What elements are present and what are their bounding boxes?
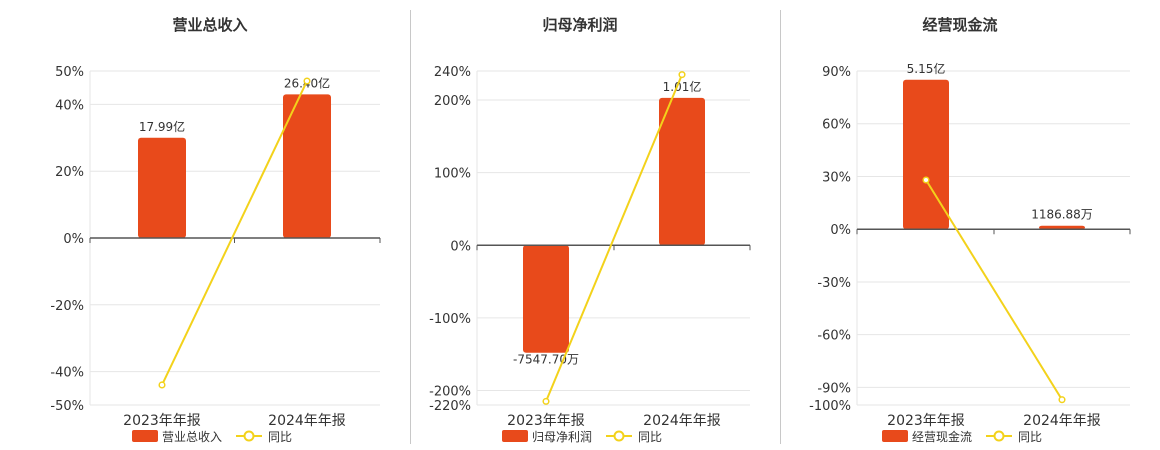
chart3-bar-label-1: 5.15亿 <box>907 61 946 76</box>
chart3-legend-line-marker <box>993 430 1005 442</box>
chart2-ytick-label: 0% <box>450 239 471 254</box>
chart2-legend-bar-swatch <box>502 430 528 442</box>
panel-divider-2 <box>780 10 781 444</box>
chart1-title: 营业总收入 <box>172 16 247 34</box>
chart3-legend-line-label: 同比 <box>1018 430 1042 444</box>
chart3-ytick-label: -100% <box>809 399 851 414</box>
chart3-yoy-point-1 <box>922 176 930 184</box>
chart2-legend-bar-label: 归母净利润 <box>532 430 592 444</box>
chart1-yoy-point-2 <box>303 77 311 85</box>
chart3-ytick-label: -30% <box>817 276 851 291</box>
chart3-bar-1 <box>903 79 949 230</box>
chart2-yoy-point-2 <box>678 71 686 79</box>
chart2-yoy-line <box>545 74 683 402</box>
chart3-legend-bar-swatch <box>882 430 908 442</box>
chart2-bar-label-2: 1.01亿 <box>663 79 702 94</box>
chart1-bar-label-1: 17.99亿 <box>139 119 185 134</box>
chart1-ytick-label: -50% <box>50 399 84 414</box>
chart1-legend-bar-swatch <box>132 430 158 442</box>
chart2-bar-2 <box>659 97 705 246</box>
chart3-category-label-2: 2024年年报 <box>1023 413 1101 429</box>
panel-divider-1 <box>410 10 411 444</box>
chart3-yoy-point-2 <box>1058 396 1066 404</box>
chart2-ytick-label: 200% <box>434 94 471 109</box>
chart3-ytick-label: 0% <box>830 223 851 238</box>
chart2-ytick-label: 240% <box>434 65 471 80</box>
chart1-bar-2 <box>283 94 331 238</box>
chart2-category-label-1: 2023年年报 <box>507 413 585 429</box>
chart3-ytick-label: 60% <box>822 118 851 133</box>
chart2-ytick-label: 100% <box>434 167 471 182</box>
chart2-ytick-label: -100% <box>429 312 471 327</box>
chart1-ytick-label: -40% <box>50 366 84 381</box>
chart1-category-label-1: 2023年年报 <box>123 413 201 429</box>
chart1-ytick-label: -20% <box>50 299 84 314</box>
chart2-bar-label-1: -7547.70万 <box>513 353 579 367</box>
chart3-category-label-1: 2023年年报 <box>887 413 965 429</box>
chart3-bar-2 <box>1039 225 1085 230</box>
chart3-yoy-line <box>925 179 1063 401</box>
chart1-yoy-line <box>161 80 308 386</box>
chart1-category-label-2: 2024年年报 <box>268 413 346 429</box>
chart3-ytick-label: 30% <box>822 170 851 185</box>
chart2-yoy-point-1 <box>542 397 550 405</box>
chart3-ytick-label: 90% <box>822 65 851 80</box>
chart1-legend-bar-label: 营业总收入 <box>162 430 222 444</box>
chart2-legend-line-label: 同比 <box>638 430 662 444</box>
chart1-bar-1 <box>138 137 186 238</box>
chart3-legend-bar-label: 经营现金流 <box>912 429 972 444</box>
chart2-ytick-label: -220% <box>429 399 471 414</box>
chart1-legend-line-label: 同比 <box>268 430 292 444</box>
chart1-legend-line-marker <box>243 430 255 442</box>
chart2-title: 归母净利润 <box>542 16 617 34</box>
chart1-ytick-label: 40% <box>55 98 84 113</box>
chart3-bar-label-2: 1186.88万 <box>1031 208 1093 222</box>
chart2-ytick-label: -200% <box>429 384 471 399</box>
chart1-yoy-point-1 <box>158 381 166 389</box>
chart1-ytick-label: 0% <box>63 232 84 247</box>
chart2-bar-1 <box>523 245 569 353</box>
chart3-ytick-label: -60% <box>817 329 851 344</box>
chart3-title: 经营现金流 <box>922 16 997 34</box>
chart1-ytick-label: 50% <box>55 65 84 80</box>
chart1-ytick-label: 20% <box>55 165 84 180</box>
chart2-category-label-2: 2024年年报 <box>643 413 721 429</box>
chart3-ytick-label: -90% <box>817 381 851 396</box>
chart2-legend-line-marker <box>613 430 625 442</box>
